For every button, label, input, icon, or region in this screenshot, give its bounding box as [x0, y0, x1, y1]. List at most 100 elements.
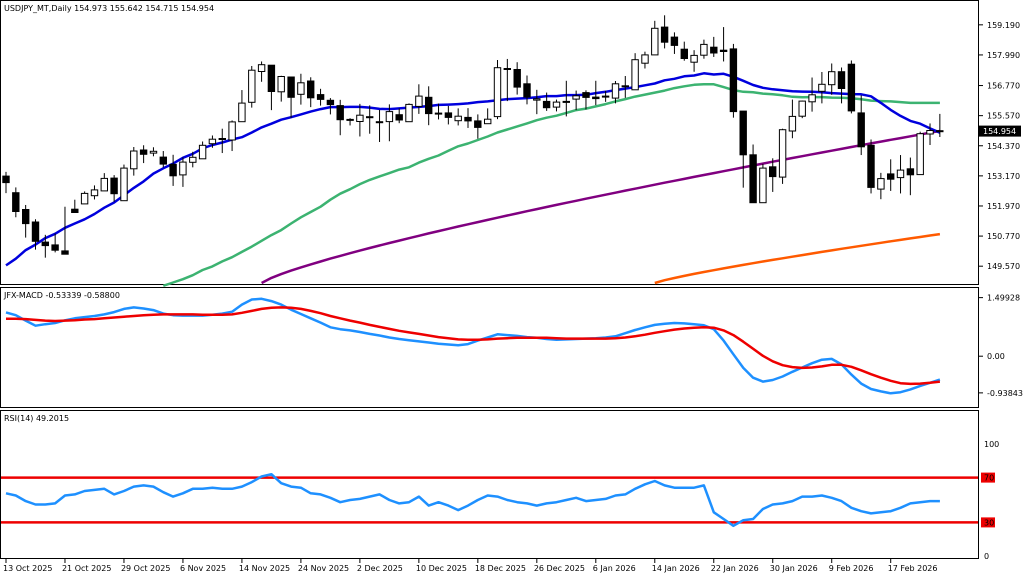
candle-bull — [493, 67, 502, 118]
candle-bull — [257, 64, 266, 72]
price-tick-label: 157.990 — [987, 51, 1020, 60]
candle-bear — [395, 114, 403, 121]
candle-bull — [100, 177, 108, 192]
candle-bull — [798, 100, 806, 117]
candle-bear — [769, 166, 777, 178]
candle-bull — [189, 156, 197, 163]
date-tick-label: 24 Nov 2025 — [298, 564, 349, 573]
candle-bear — [887, 173, 895, 180]
rsi-level-marker — [981, 472, 995, 483]
price-panel-title: USDJPY_MT,Daily 154.973 155.642 154.715 … — [4, 4, 214, 13]
macd-tick-label: 1.49928 — [987, 294, 1020, 303]
candle-bull — [346, 118, 354, 121]
date-tick-label: 14 Jan 2026 — [652, 564, 700, 573]
candle-bear — [749, 154, 757, 204]
ma-fast-series — [5, 72, 941, 267]
date-tick-label: 22 Jan 2026 — [711, 564, 759, 573]
candle-bear — [582, 92, 590, 98]
macd-tick-label: 0.00 — [987, 352, 1005, 361]
ma-long-line — [654, 232, 941, 285]
candle-bull — [759, 167, 767, 204]
price-tick-label: 153.170 — [987, 172, 1020, 181]
candle-bear — [936, 130, 944, 133]
candle-bull — [896, 169, 905, 179]
candle-bull — [434, 112, 443, 115]
candle-bear — [326, 99, 335, 106]
date-tick-label: 10 Dec 2025 — [416, 564, 467, 573]
candle-bear — [523, 83, 531, 98]
price-panel-frame — [0, 0, 979, 285]
price-tick-label: 154.370 — [987, 142, 1020, 151]
candle-bull — [916, 133, 924, 176]
candle-bull — [828, 71, 836, 86]
candle-bear — [41, 241, 49, 247]
candle-bear — [660, 26, 669, 43]
candle-bear — [621, 85, 629, 88]
rsi-level-marker — [981, 517, 995, 528]
candle-bull — [405, 103, 413, 123]
candle-bull — [218, 138, 227, 140]
date-x-axis: 13 Oct 2025 21 Oct 2025 29 Oct 2025 6 Nov 2… — [3, 559, 937, 573]
rsi-lines — [5, 472, 940, 528]
macd-panel-title: JFX-MACD -0.53339 -0.58800 — [3, 291, 120, 300]
candle-bear — [542, 100, 551, 109]
ma-slow-series — [261, 129, 941, 285]
candle-bull — [208, 138, 217, 145]
candle-bear — [2, 175, 10, 184]
candle-bear — [31, 221, 40, 242]
candle-bull — [198, 144, 207, 160]
candle-bear — [287, 76, 295, 98]
date-tick-label: 14 Nov 2025 — [239, 564, 290, 573]
candle-bear — [474, 120, 482, 128]
candle-bull — [778, 129, 787, 178]
candle-bear — [739, 110, 747, 156]
candle-bear — [267, 64, 276, 92]
date-tick-label: 9 Feb 2026 — [829, 564, 874, 573]
candle-bear — [316, 94, 325, 100]
candle-bull — [572, 95, 580, 100]
rsi-tick-label: 30 — [984, 518, 994, 527]
price-tick-label: 150.770 — [987, 232, 1020, 241]
macd-panel-frame — [0, 287, 979, 408]
date-tick-label: 18 Dec 2025 — [475, 564, 526, 573]
candle-bear — [110, 177, 118, 195]
rsi-line — [5, 472, 940, 528]
candle-bull — [641, 54, 649, 64]
price-panel[interactable]: 159.190 157.990 156.770 155.570 154.370 153.1… — [0, 0, 1022, 287]
candle-bear — [12, 192, 20, 212]
date-tick-label: 13 Oct 2025 — [3, 564, 52, 573]
candle-bull — [808, 94, 816, 103]
date-tick-label: 29 Oct 2025 — [121, 564, 170, 573]
candle-bear — [513, 69, 521, 88]
macd-panel[interactable]: 1.49928 0.00 -0.93843 JFX-MACD -0.53339 -0… — [0, 287, 1023, 408]
rsi-tick-label: 0 — [984, 552, 989, 561]
candle-bull — [611, 83, 620, 99]
price-tick-label: 149.570 — [987, 262, 1020, 271]
date-tick-label: 26 Dec 2025 — [534, 564, 585, 573]
candle-bull — [631, 59, 639, 91]
candle-bull — [533, 98, 541, 101]
candle-bear — [51, 244, 59, 251]
candle-bull — [552, 101, 561, 108]
price-tick-label: 156.770 — [987, 82, 1020, 91]
ma-long-series — [654, 232, 941, 285]
candles-group — [2, 15, 944, 258]
candle-bear — [444, 112, 453, 118]
candle-bull — [385, 111, 394, 123]
candle-bear — [837, 71, 846, 89]
candle-bull — [248, 69, 256, 103]
candle-bear — [729, 48, 738, 113]
candle-bear — [857, 112, 865, 148]
candle-bear — [680, 48, 688, 60]
candle-bull — [877, 178, 885, 190]
candle-bull — [130, 150, 138, 170]
candle-bull — [601, 95, 610, 98]
candle-bear — [61, 250, 69, 255]
rsi-panel[interactable]: 100 70 30 0 RSI(14) 49.2015 — [0, 410, 1000, 562]
candle-bull — [277, 76, 285, 93]
candle-bear — [366, 116, 374, 119]
date-tick-label: 21 Oct 2025 — [62, 564, 111, 573]
date-tick-label: 30 Jan 2026 — [770, 564, 818, 573]
candle-bear — [159, 156, 168, 165]
